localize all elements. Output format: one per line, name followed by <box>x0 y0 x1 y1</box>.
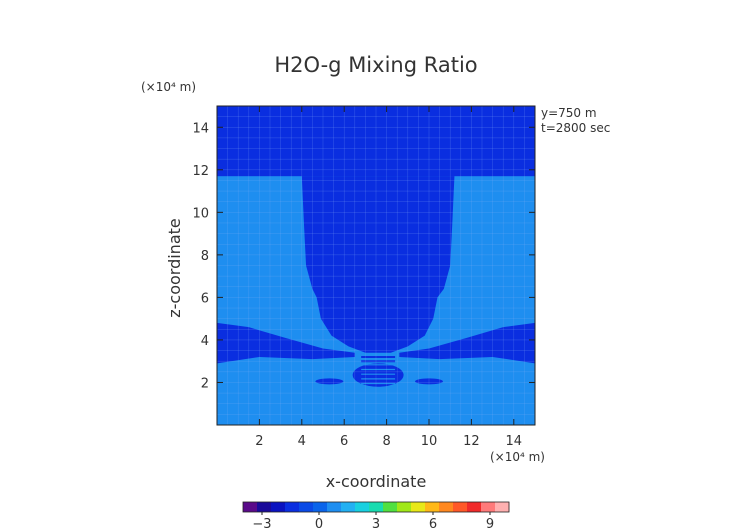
x-tick-label: 6 <box>340 434 348 449</box>
colorbar-cell <box>243 502 258 512</box>
colorbar-cell <box>453 502 468 512</box>
colorbar-tick-label: 9 <box>486 517 494 532</box>
x-axis-label: x-coordinate <box>326 472 427 491</box>
colorbar-cell <box>481 502 496 512</box>
lower-left-dark-layer <box>217 322 355 364</box>
colorbar-cell <box>425 502 440 512</box>
y-tick-label: 2 <box>201 376 209 391</box>
colorbar-cell <box>285 502 300 512</box>
x-tick-label: 12 <box>463 434 480 449</box>
colorbar-cell <box>327 502 342 512</box>
colorbar-tick-label: 3 <box>372 517 380 532</box>
central-plume <box>301 176 455 353</box>
x-tick-label: 14 <box>506 434 523 449</box>
heatmap-field <box>216 105 536 426</box>
colorbar-cell <box>439 502 454 512</box>
x-tick-label: 8 <box>382 434 390 449</box>
colorbar-tick-label: 6 <box>429 517 437 532</box>
y-tick-label: 4 <box>201 334 209 349</box>
x-tick-label: 2 <box>255 434 263 449</box>
core-left-lobe <box>315 378 344 385</box>
colorbar-cell <box>467 502 482 512</box>
y-axis-label: z-coordinate <box>165 218 184 318</box>
colorbar-cell <box>411 502 426 512</box>
colorbar-cell <box>397 502 412 512</box>
colorbar-cell <box>341 502 356 512</box>
axes: 2 4 6 8 10 12 14 2 4 6 8 10 12 14 <box>192 105 536 449</box>
colorbar-tick-label: 0 <box>315 517 323 532</box>
core-right-lobe <box>415 378 443 385</box>
lower-right-dark-layer <box>399 322 535 364</box>
y-tick-label: 6 <box>201 291 209 306</box>
chart-title: H2O-g Mixing Ratio <box>274 53 477 77</box>
colorbar-cell <box>299 502 314 512</box>
colorbar-cell <box>383 502 398 512</box>
annotation-t: t=2800 sec <box>541 121 610 135</box>
colorbar-cell <box>495 502 510 512</box>
y-tick-label: 10 <box>192 206 209 221</box>
colorbar-cell <box>369 502 384 512</box>
colorbar-cell <box>355 502 370 512</box>
x-tick-label: 4 <box>298 434 306 449</box>
upper-dark-band <box>217 106 535 177</box>
y-tick-label: 12 <box>192 164 209 179</box>
y-tick-label: 8 <box>201 249 209 264</box>
plot-frame <box>216 105 536 426</box>
x-tick-label: 10 <box>421 434 438 449</box>
y-axis-unit: (×10⁴ m) <box>141 80 196 94</box>
colorbar-cell <box>257 502 272 512</box>
annotation-y: y=750 m <box>541 106 597 120</box>
x-axis-unit: (×10⁴ m) <box>490 450 545 464</box>
colorbar-tick-label: −3 <box>252 517 271 532</box>
y-tick-label: 14 <box>192 121 209 136</box>
colorbar: −3 0 3 6 9 <box>242 501 510 532</box>
colorbar-cell <box>313 502 328 512</box>
colorbar-cell <box>271 502 286 512</box>
